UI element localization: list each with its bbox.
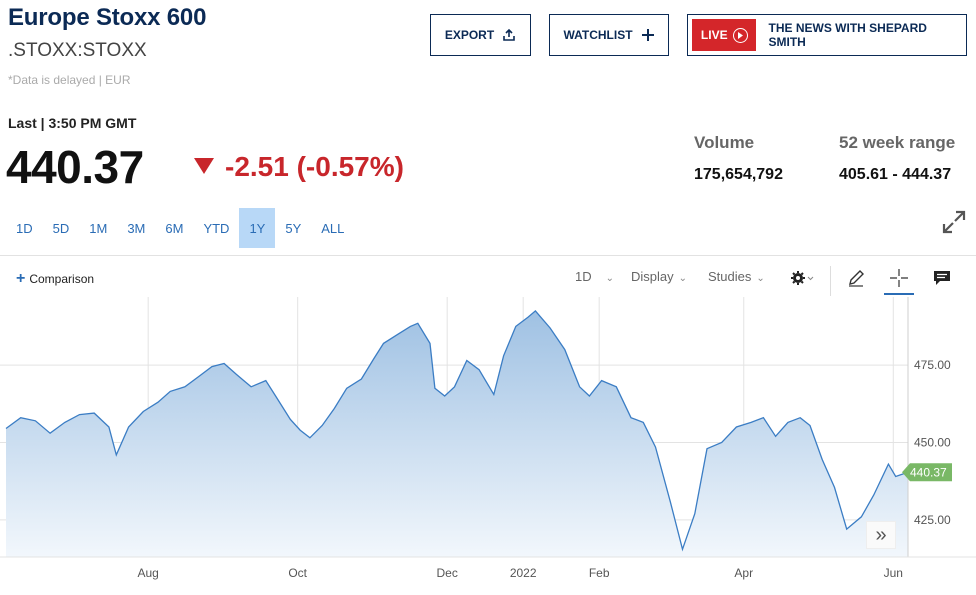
live-badge: LIVE — [692, 19, 757, 51]
display-dropdown[interactable]: Display ⌄ — [631, 269, 687, 284]
y-tick-label: 425.00 — [914, 513, 951, 527]
export-label: EXPORT — [444, 28, 495, 42]
gear-icon — [791, 271, 814, 285]
x-tick-label: 2022 — [510, 566, 537, 580]
share-icon — [503, 28, 515, 41]
index-symbol: .STOXX:STOXX — [8, 40, 147, 61]
pencil-icon — [849, 270, 864, 287]
volume-value: 175,654,792 — [694, 166, 783, 183]
watchlist-label: WATCHLIST — [563, 28, 633, 42]
chevron-down-icon: ⌄ — [678, 273, 688, 284]
live-badge-label: LIVE — [700, 28, 728, 42]
display-label: Display — [631, 269, 674, 284]
range-tab[interactable]: 5D — [52, 220, 70, 236]
range-tab[interactable]: 1Y — [239, 208, 276, 248]
studies-label: Studies — [708, 269, 752, 284]
chevron-down-icon: ⌄ — [605, 273, 615, 284]
watchlist-button[interactable]: WATCHLIST — [549, 14, 669, 56]
active-tool-indicator — [884, 293, 914, 295]
index-title: Europe Stoxx 600 — [8, 4, 207, 31]
y-tick-label: 475.00 — [914, 358, 951, 372]
range-tab[interactable]: ALL — [321, 220, 345, 236]
last-price: 440.37 — [6, 141, 144, 193]
price-line — [5, 309, 909, 552]
week-range-label: 52 week range — [839, 133, 956, 152]
plus-icon: + — [16, 270, 26, 287]
annotation-button[interactable] — [928, 264, 956, 292]
range-tab[interactable]: 1M — [89, 220, 108, 236]
price-chart[interactable]: 475.00 450.00 425.00 Aug Oct Dec 2022 Feb Apr Jun… — [0, 297, 976, 595]
price-change: -2.51 (-0.57%) — [225, 151, 404, 182]
range-tab[interactable]: 6M — [165, 220, 184, 236]
range-tab[interactable]: YTD — [203, 220, 230, 236]
time-range-tabs: 1D 5D 1M 3M 6M YTD 1Y 5Y ALL — [6, 208, 354, 248]
x-tick-label: Aug — [137, 566, 158, 580]
play-icon — [732, 27, 748, 43]
draw-button[interactable] — [842, 264, 870, 292]
settings-button[interactable] — [788, 264, 816, 292]
week-range-value: 405.61 - 444.37 — [839, 166, 952, 183]
chevron-down-icon: ⌄ — [756, 273, 765, 284]
comparison-button[interactable]: + Comparison — [16, 270, 95, 287]
interval-label: 1D — [575, 269, 592, 284]
x-tick-label: Apr — [734, 566, 753, 580]
crosshair-icon — [890, 269, 908, 287]
range-tab[interactable]: 5Y — [285, 220, 302, 236]
last-price-tag-label: 440.37 — [910, 465, 947, 479]
comment-icon — [934, 271, 950, 285]
x-tick-label: Oct — [288, 566, 307, 580]
plus-icon — [641, 29, 654, 41]
live-show-name: THE NEWS WITH SHEPARD SMITH — [768, 21, 927, 49]
studies-dropdown[interactable]: Studies ⌄ — [708, 269, 765, 284]
delayed-note: *Data is delayed | EUR — [8, 73, 131, 87]
double-chevron-right-icon: » — [875, 523, 887, 546]
price-area — [6, 310, 908, 557]
x-tick-label: Feb — [589, 566, 610, 580]
down-arrow-icon — [194, 158, 214, 174]
expand-icon[interactable] — [940, 208, 968, 236]
interval-dropdown[interactable]: 1D ⌄ — [575, 269, 614, 284]
crosshair-button[interactable] — [885, 264, 913, 292]
toolbar-separator — [830, 266, 831, 296]
scroll-to-latest-button[interactable]: » — [866, 521, 896, 549]
x-tick-label: Jun — [884, 566, 903, 580]
export-button[interactable]: EXPORT — [430, 14, 531, 56]
volume-label: Volume — [694, 133, 755, 152]
chart-divider — [0, 255, 976, 256]
last-trade-label: Last | 3:50 PM GMT — [8, 115, 137, 131]
comparison-label: Comparison — [29, 272, 95, 286]
range-tab[interactable]: 1D — [16, 220, 33, 236]
range-tab[interactable]: 3M — [127, 220, 146, 236]
y-tick-label: 450.00 — [914, 435, 951, 449]
last-price-tag — [902, 463, 952, 482]
live-tv-button[interactable]: LIVE THE NEWS WITH SHEPARD SMITH — [687, 14, 967, 56]
x-tick-label: Dec — [437, 566, 458, 580]
